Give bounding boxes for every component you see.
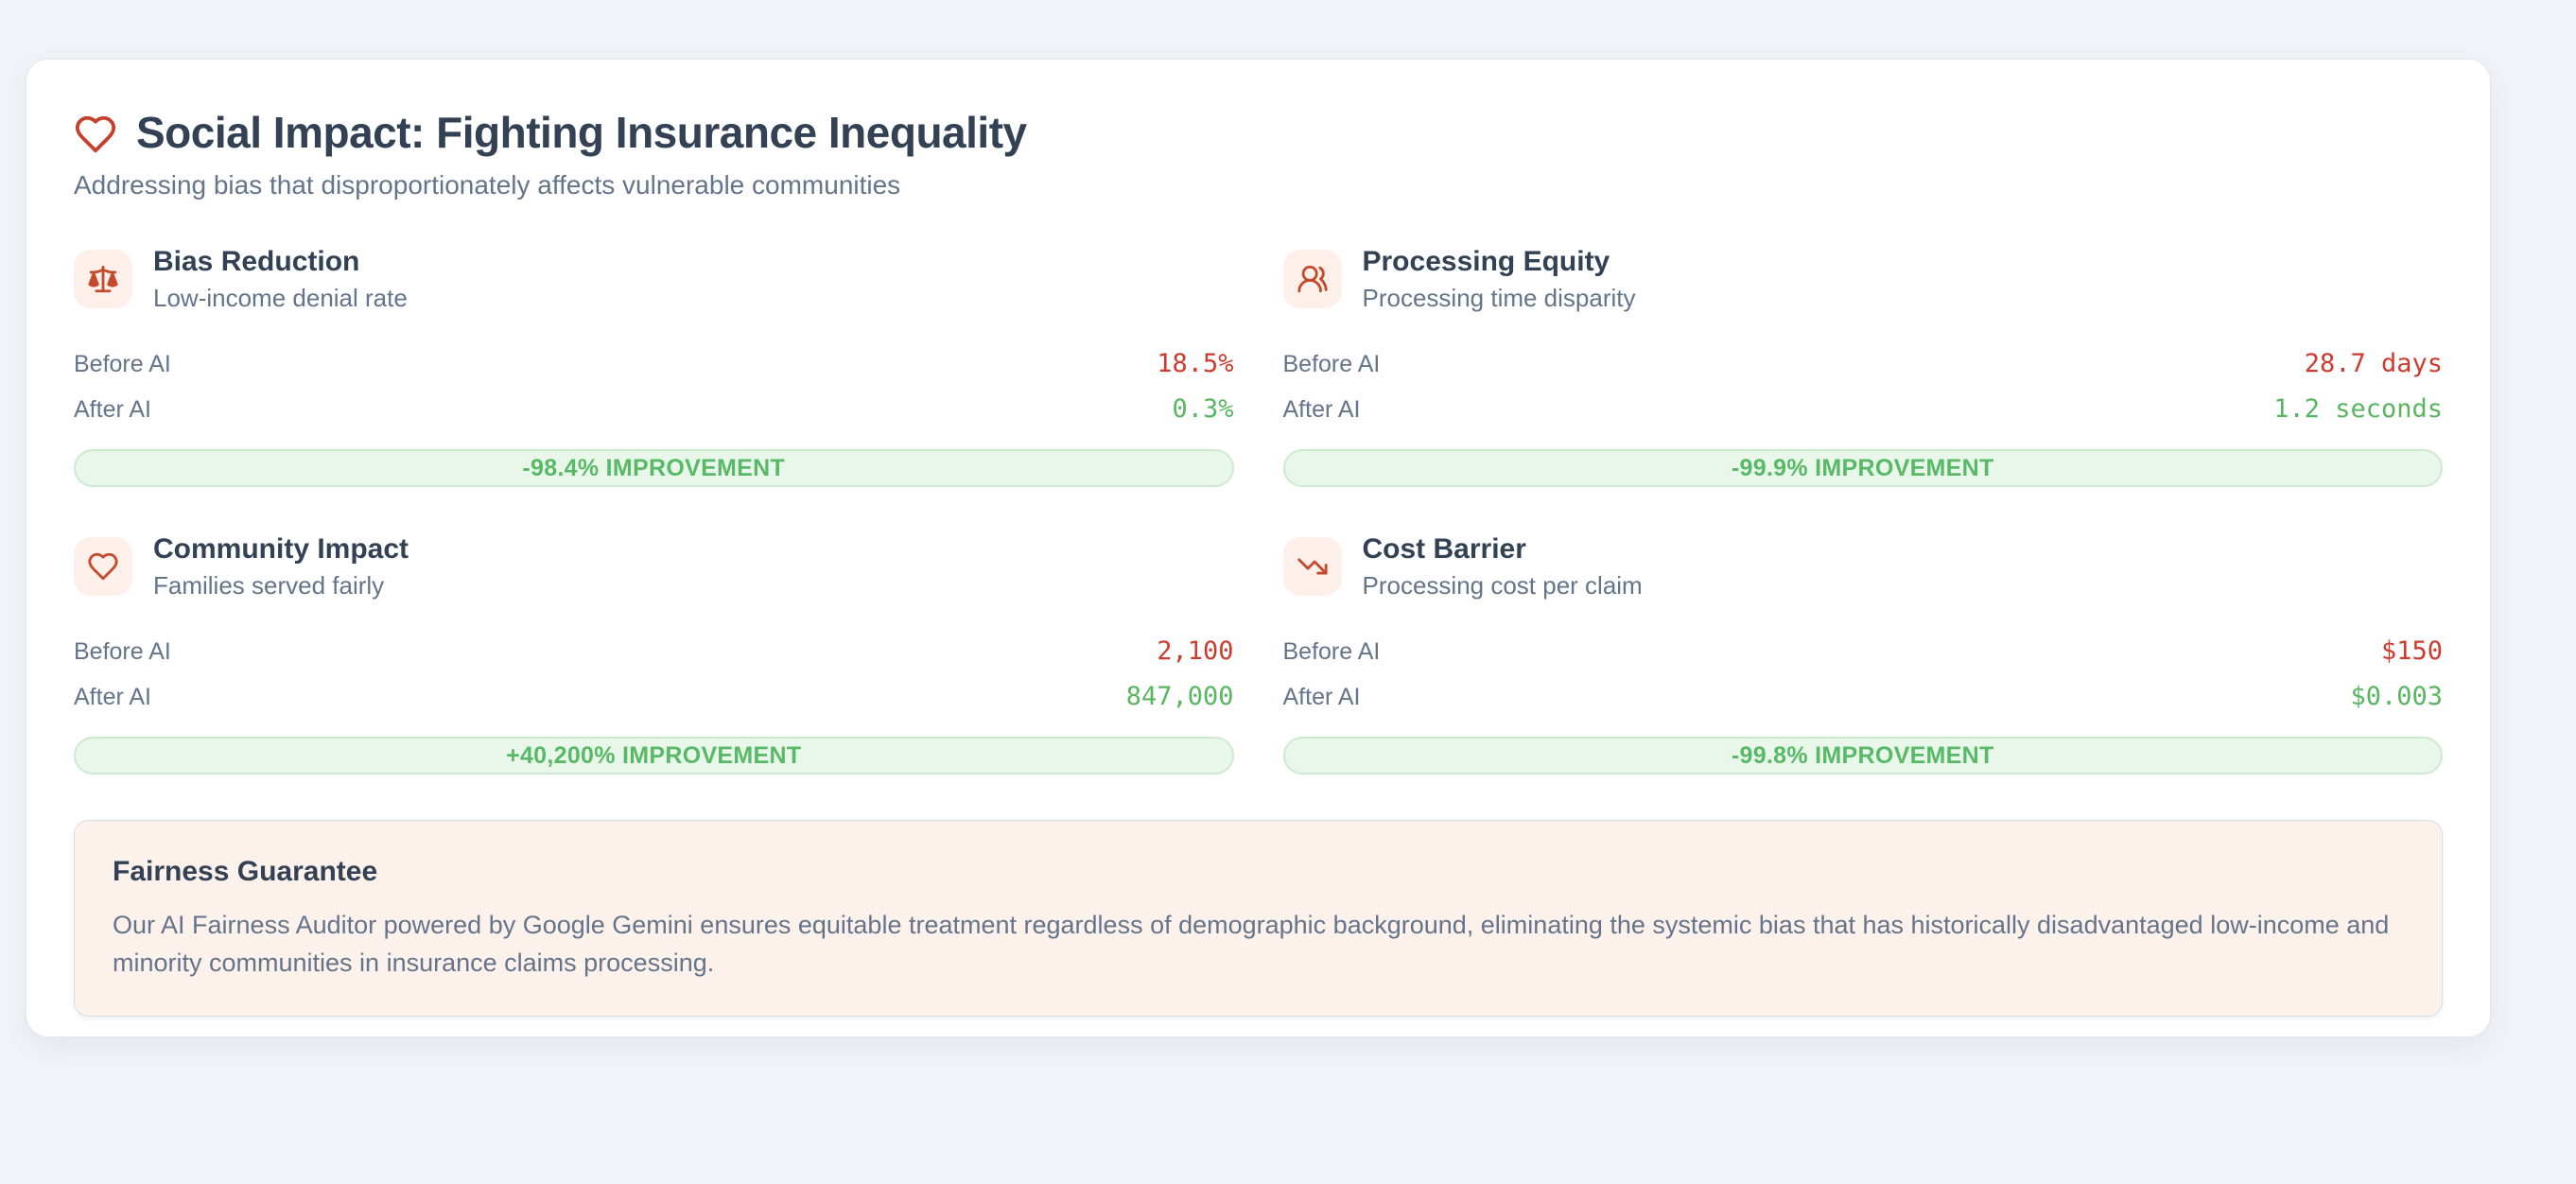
improvement-badge: -99.8% IMPROVEMENT — [1282, 737, 2443, 775]
before-value: $150 — [2380, 636, 2443, 666]
metric-subtitle: Processing time disparity — [1362, 284, 1636, 312]
before-label: Before AI — [1282, 638, 1381, 665]
before-value: 2,100 — [1157, 636, 1234, 666]
improvement-badge: +40,200% IMPROVEMENT — [74, 737, 1234, 775]
page-title: Social Impact: Fighting Insurance Inequa… — [136, 108, 1027, 157]
metric-title: Community Impact — [153, 533, 409, 565]
after-row: After AI 0.3% — [74, 392, 1234, 427]
before-value: 28.7 days — [2304, 349, 2443, 378]
users-icon — [1282, 250, 1342, 308]
after-value: 1.2 seconds — [2273, 394, 2443, 424]
metric-cost-barrier: Cost Barrier Processing cost per claim B… — [1282, 532, 2444, 775]
fairness-guarantee-box: Fairness Guarantee Our AI Fairness Audit… — [74, 820, 2443, 1017]
after-value: 0.3% — [1172, 394, 1234, 424]
metric-header-text: Cost Barrier Processing cost per claim — [1363, 532, 1643, 601]
scale-icon — [74, 250, 132, 308]
fairness-title: Fairness Guarantee — [113, 856, 378, 887]
metric-rows: Before AI 28.7 days After AI 1.2 seconds — [1283, 347, 2444, 427]
before-row: Before AI 28.7 days — [1283, 347, 2444, 381]
metric-subtitle: Families served fairly — [153, 571, 385, 600]
heart-icon — [75, 115, 116, 153]
metric-header-text: Community Impact Families served fairly — [153, 532, 409, 601]
before-row: Before AI $150 — [1283, 635, 2444, 669]
metric-grid: Bias Reduction Low-income denial rate Be… — [74, 245, 2443, 775]
metric-community-impact: Community Impact Families served fairly … — [74, 532, 1234, 775]
metric-title: Bias Reduction — [153, 246, 360, 277]
metric-header: Bias Reduction Low-income denial rate — [74, 245, 1234, 313]
after-value: $0.003 — [2350, 682, 2443, 711]
metric-title: Processing Equity — [1362, 246, 1610, 277]
after-label: After AI — [74, 684, 151, 710]
metric-subtitle: Processing cost per claim — [1362, 571, 1643, 600]
after-label: After AI — [1282, 684, 1361, 710]
metric-rows: Before AI $150 After AI $0.003 — [1283, 635, 2444, 714]
trending-down-icon — [1282, 537, 1342, 596]
metric-header-text: Bias Reduction Low-income denial rate — [153, 245, 408, 313]
after-row: After AI 1.2 seconds — [1283, 392, 2444, 427]
before-row: Before AI 18.5% — [74, 347, 1234, 381]
metric-bias-reduction: Bias Reduction Low-income denial rate Be… — [74, 245, 1234, 487]
metric-rows: Before AI 18.5% After AI 0.3% — [74, 347, 1234, 427]
after-label: After AI — [1282, 396, 1361, 423]
after-row: After AI $0.003 — [1283, 680, 2444, 714]
metric-processing-equity: Processing Equity Processing time dispar… — [1282, 245, 2444, 487]
before-row: Before AI 2,100 — [74, 635, 1234, 669]
metric-subtitle: Low-income denial rate — [153, 284, 408, 312]
page-subtitle: Addressing bias that disproportionately … — [74, 170, 901, 200]
after-row: After AI 847,000 — [74, 680, 1234, 714]
before-value: 18.5% — [1157, 349, 1234, 378]
after-label: After AI — [74, 396, 151, 423]
heart-icon — [74, 537, 132, 596]
fairness-body: Our AI Fairness Auditor powered by Googl… — [113, 911, 2390, 977]
metric-header: Cost Barrier Processing cost per claim — [1282, 532, 2444, 601]
after-value: 847,000 — [1125, 682, 1234, 711]
metric-header-text: Processing Equity Processing time dispar… — [1363, 245, 1636, 313]
metric-rows: Before AI 2,100 After AI 847,000 — [74, 635, 1234, 714]
metric-header: Processing Equity Processing time dispar… — [1282, 245, 2444, 313]
metric-header: Community Impact Families served fairly — [74, 532, 1234, 601]
social-impact-panel: Social Impact: Fighting Insurance Inequa… — [26, 59, 2491, 1037]
before-label: Before AI — [74, 638, 171, 665]
improvement-badge: -99.9% IMPROVEMENT — [1282, 449, 2443, 487]
before-label: Before AI — [74, 351, 171, 377]
panel-header: Social Impact: Fighting Insurance Inequa… — [74, 107, 2443, 158]
improvement-badge: -98.4% IMPROVEMENT — [74, 449, 1234, 487]
before-label: Before AI — [1282, 351, 1381, 377]
metric-title: Cost Barrier — [1362, 533, 1526, 565]
